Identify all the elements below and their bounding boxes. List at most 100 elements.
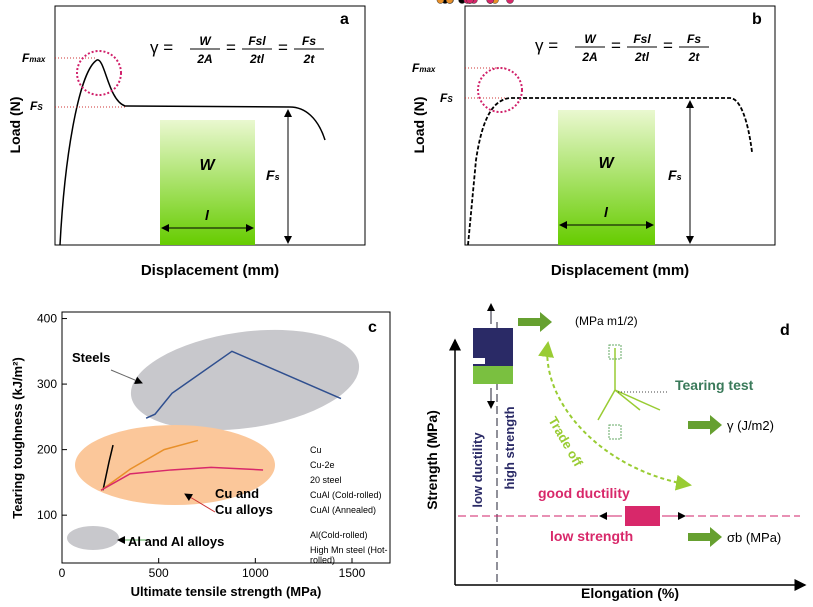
sub: max xyxy=(29,55,46,64)
y-label: Tearing toughness (kJ/m²) xyxy=(10,357,25,519)
fmax: Fmax xyxy=(22,51,46,65)
formula-eq: = xyxy=(611,36,621,55)
arrow xyxy=(184,493,216,513)
circle xyxy=(477,67,523,113)
point xyxy=(436,0,445,4)
trade-off-arrow xyxy=(538,341,692,491)
series-line xyxy=(102,444,114,491)
panel-label: d xyxy=(780,322,790,339)
panel-d: d Strength (MPa) Elongation (%) (MPa m1/… xyxy=(424,303,807,601)
series-line xyxy=(100,439,199,491)
x-label: Displacement (mm) xyxy=(551,262,689,279)
legend-entry: 20 steel xyxy=(310,475,342,485)
curve xyxy=(467,97,753,246)
sub: s xyxy=(677,172,682,182)
y-tick-label: 300 xyxy=(37,377,57,391)
y-label: Load (N) xyxy=(411,97,427,154)
formula-lhs: γ = xyxy=(150,38,173,57)
fs-side: Fs xyxy=(668,167,682,183)
tear-specimen xyxy=(597,348,661,421)
sigma: σb (MPa) xyxy=(727,530,781,545)
formula-eq: = xyxy=(226,38,236,57)
fs-side: Fs xyxy=(266,167,280,183)
annotation: Al and Al alloys xyxy=(128,534,224,549)
series-line xyxy=(100,466,264,491)
sub: max xyxy=(419,65,436,74)
panel-label: b xyxy=(752,11,762,28)
point xyxy=(466,0,474,4)
f: F xyxy=(266,167,275,183)
denominator: 2tl xyxy=(249,52,265,66)
y-tick-label: 400 xyxy=(37,312,57,326)
curve xyxy=(59,59,326,246)
x-tick-label: 500 xyxy=(149,566,169,580)
f: F xyxy=(440,91,448,105)
f: F xyxy=(412,61,420,75)
point xyxy=(486,0,495,4)
x-label: Elongation (%) xyxy=(581,585,679,601)
denominator: 2A xyxy=(196,52,212,66)
panel-c: 0 500 1000 1500 100 200 300 400 c Ultimate tensil… xyxy=(10,0,514,599)
legend-entry: High Mn steel (Hot-rolled) xyxy=(310,545,388,565)
numerator: W xyxy=(584,32,597,46)
annotation: Steels xyxy=(72,350,110,365)
numerator: W xyxy=(199,34,212,48)
arrow-head xyxy=(710,527,722,547)
legend-entry: Cu-2e xyxy=(310,460,335,470)
low-ductility: low ductility xyxy=(470,432,485,508)
panel-c-decor xyxy=(67,329,360,550)
y-label: Strength (MPa) xyxy=(424,410,440,510)
tearing-test: Tearing test xyxy=(675,377,754,393)
denominator: 2A xyxy=(581,50,597,64)
panel-a: a Load (N) Displacement (mm) Fmax FS W l… xyxy=(7,5,366,279)
x-tick-label: 1500 xyxy=(339,566,366,580)
gamma: γ (J/m2) xyxy=(727,418,774,433)
fs: FS xyxy=(30,99,43,113)
x-tick-label: 0 xyxy=(59,566,66,580)
panel-b: b Load (N) Displacement (mm) Fmax FS W l… xyxy=(411,5,776,279)
annotation: Cu and xyxy=(215,486,259,501)
arrow xyxy=(110,369,143,384)
low-strength: low strength xyxy=(550,528,633,544)
panel-label: c xyxy=(368,319,377,336)
arrow-head xyxy=(540,312,552,332)
steel-ellipse xyxy=(130,329,360,431)
fs: FS xyxy=(440,91,453,105)
specimen-part xyxy=(473,366,513,384)
legend-entry: CuAl (Cold-rolled) xyxy=(310,490,382,500)
y-tick-label: 100 xyxy=(37,508,57,522)
w: W xyxy=(199,157,216,174)
f: F xyxy=(668,167,677,183)
sub: S xyxy=(37,103,43,112)
formula-eq: = xyxy=(663,36,673,55)
point xyxy=(445,0,454,4)
fmax: Fmax xyxy=(412,61,436,75)
grip xyxy=(608,424,622,440)
circle xyxy=(76,50,122,96)
grip xyxy=(625,506,635,526)
numerator: Fsl xyxy=(248,34,266,48)
formula: γ = W 2A = Fsl 2tl = Fs 2t xyxy=(535,32,709,64)
numerator: Fs xyxy=(687,32,701,46)
denominator: 2t xyxy=(303,52,316,66)
l: l xyxy=(205,207,210,223)
numerator: Fsl xyxy=(633,32,651,46)
arrow-green xyxy=(688,533,710,541)
legend-entry: Cu xyxy=(310,445,322,455)
formula-eq: = xyxy=(278,38,288,57)
x-tick-label: 1000 xyxy=(242,566,269,580)
good-ductility: good ductility xyxy=(538,485,630,501)
unit: (MPa m1/2) xyxy=(575,314,638,328)
arrow-green xyxy=(518,318,540,326)
series-line xyxy=(145,350,342,419)
sub: s xyxy=(275,172,280,182)
cu-ellipse xyxy=(75,425,275,505)
sub: S xyxy=(447,95,453,104)
denominator: 2t xyxy=(688,50,701,64)
formula-lhs: γ = xyxy=(535,36,558,55)
arrow-head xyxy=(710,415,722,435)
legend-entry: CuAl (Annealed) xyxy=(310,505,377,515)
grip xyxy=(650,506,660,526)
al-ellipse xyxy=(67,526,119,550)
